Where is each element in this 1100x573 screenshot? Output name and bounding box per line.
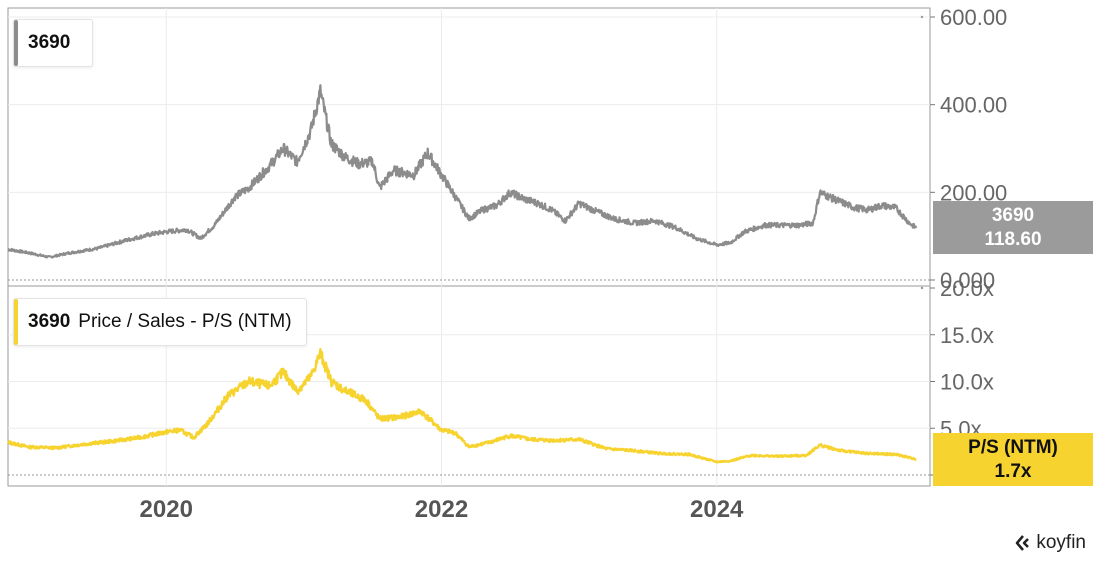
price-y-tick-label: 600.00 <box>940 5 1007 30</box>
price-tag-value: 118.60 <box>984 229 1042 250</box>
ps-legend-label: 3690 Price / Sales - P/S (NTM) <box>28 311 306 333</box>
ps-tag-label: P/S (NTM) <box>968 437 1058 458</box>
ps-legend[interactable]: 3690 Price / Sales - P/S (NTM) <box>13 298 307 346</box>
ps-legend-swatch <box>14 299 18 345</box>
price-legend-label: 3690 <box>28 32 92 54</box>
edge-dot <box>920 15 924 19</box>
x-tick-label: 2022 <box>415 496 468 523</box>
price-legend[interactable]: 3690 <box>13 19 94 67</box>
price-tag-label: 3690 <box>991 205 1035 226</box>
price-legend-swatch <box>14 20 18 66</box>
price-y-tick-label: 400.00 <box>940 93 1007 118</box>
price-legend-ticker: 3690 <box>28 32 71 53</box>
brand-logo: koyfin <box>1014 532 1086 554</box>
edge-dot <box>920 286 924 290</box>
ps-last-value-tag: P/S (NTM) 1.7x <box>933 433 1093 486</box>
plot-frame <box>7 7 931 487</box>
ps-tag-value: 1.7x <box>994 461 1032 482</box>
ps-y-tick-label: 10.0x <box>940 370 994 395</box>
x-tick-label: 2020 <box>140 496 193 523</box>
price-y-tick-label: 0.000 <box>940 268 995 293</box>
ps-y-tick-label: 20.0x <box>940 276 994 301</box>
ps-series-line <box>7 348 917 464</box>
price-series-line <box>7 84 918 259</box>
ps-legend-ticker: 3690 <box>28 311 71 332</box>
ps-legend-metric: Price / Sales - P/S (NTM) <box>78 311 292 332</box>
price-last-value-tag: 3690 118.60 <box>933 201 1093 254</box>
ps-y-tick-label: 15.0x <box>940 323 994 348</box>
brand-name: koyfin <box>1036 532 1086 553</box>
koyfin-logo-icon <box>1016 535 1030 551</box>
x-tick-label: 2024 <box>690 496 744 523</box>
